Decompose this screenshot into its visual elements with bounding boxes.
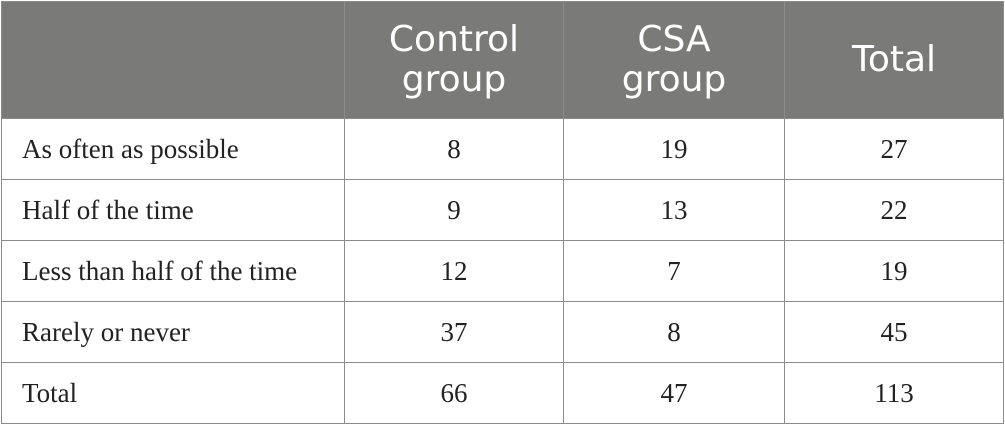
- row-label: Rarely or never: [1, 301, 345, 363]
- column-header-control-group: Control group: [344, 1, 564, 119]
- row-label: Half of the time: [1, 179, 345, 241]
- cell-total: 45: [784, 301, 1004, 363]
- column-header-label: Total: [851, 39, 937, 80]
- row-label: Less than half of the time: [1, 240, 345, 302]
- row-label: As often as possible: [1, 118, 345, 180]
- cell-control-group: 37: [344, 301, 564, 363]
- cell-control-group: 9: [344, 179, 564, 241]
- column-header-label: CSA group: [621, 19, 727, 100]
- column-header-total: Total: [784, 1, 1004, 119]
- cell-control-group: 8: [344, 118, 564, 180]
- table-row: Half of the time 9 13 22: [1, 179, 1004, 241]
- cell-csa-group: 47: [563, 362, 785, 424]
- cell-csa-group: 19: [563, 118, 785, 180]
- table-row: Rarely or never 37 8 45: [1, 301, 1004, 363]
- header-corner-cell: [1, 1, 345, 119]
- row-label: Total: [1, 362, 345, 424]
- cell-total: 27: [784, 118, 1004, 180]
- cell-total: 113: [784, 362, 1004, 424]
- table-row: As often as possible 8 19 27: [1, 118, 1004, 180]
- cell-control-group: 66: [344, 362, 564, 424]
- cell-control-group: 12: [344, 240, 564, 302]
- cell-total: 19: [784, 240, 1004, 302]
- column-header-label: Control group: [388, 19, 520, 100]
- header-row: Control group CSA group Total: [1, 1, 1004, 119]
- table-row: Less than half of the time 12 7 19: [1, 240, 1004, 302]
- table-row-total: Total 66 47 113: [1, 362, 1004, 424]
- cell-csa-group: 7: [563, 240, 785, 302]
- cell-csa-group: 8: [563, 301, 785, 363]
- cell-total: 22: [784, 179, 1004, 241]
- data-table: Control group CSA group Total As often a…: [1, 1, 1004, 424]
- column-header-csa-group: CSA group: [563, 1, 785, 119]
- cell-csa-group: 13: [563, 179, 785, 241]
